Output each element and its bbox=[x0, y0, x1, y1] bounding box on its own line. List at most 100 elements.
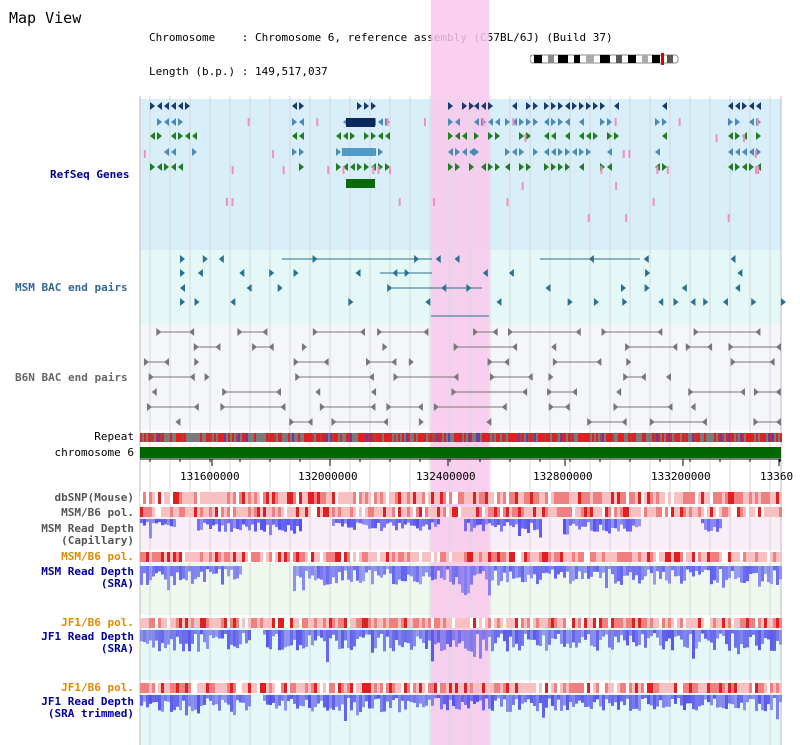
msm-b6-pol-heat-cell bbox=[518, 552, 521, 562]
msm-capillary-depth-bar bbox=[704, 519, 707, 530]
dbsnp-heat-cell bbox=[239, 492, 242, 504]
track-label-b6n-bac[interactable]: B6N BAC end pairs bbox=[15, 371, 128, 384]
jf1-b6-pol-heat-cell bbox=[242, 683, 245, 693]
msm-sra-depth-bar bbox=[191, 566, 194, 584]
dbsnp-heat-cell bbox=[152, 492, 155, 504]
b6n-bac-end bbox=[489, 373, 495, 381]
msm-capillary-depth-bar bbox=[566, 519, 569, 535]
jf1-trim-depth-bar bbox=[620, 695, 623, 702]
jf1-trim-depth-bar bbox=[686, 695, 689, 704]
track-label-msm-depth-sra[interactable]: MSM Read Depth (SRA) bbox=[41, 565, 134, 590]
repeat-segment bbox=[438, 433, 440, 442]
jf1-b6-pol-heat-cell bbox=[143, 618, 146, 628]
repeat-segment bbox=[154, 433, 156, 442]
jf1-b6-pol-heat-cell bbox=[284, 683, 287, 693]
jf1-b6-pol-heat-cell bbox=[515, 618, 518, 628]
dbsnp-heat-cell bbox=[275, 492, 278, 504]
chromosome-ideogram[interactable] bbox=[530, 53, 682, 65]
msm-b6-pol-heat-cell bbox=[434, 507, 437, 517]
msm-b6-pol-heat-cell bbox=[296, 507, 299, 517]
b6n-bac-end bbox=[307, 418, 313, 426]
msm-sra-depth-bar bbox=[761, 566, 764, 582]
jf1-b6-pol-heat-cell bbox=[734, 683, 737, 693]
track-label-msm-b6-pol-1[interactable]: MSM/B6 pol. bbox=[61, 506, 134, 519]
jf1-b6-pol-heat-cell bbox=[278, 683, 281, 693]
repeat-segment bbox=[704, 433, 706, 442]
jf1-b6-pol-heat-cell bbox=[584, 618, 587, 628]
msm-b6-pol-heat-cell bbox=[773, 552, 776, 562]
repeat-segment bbox=[330, 433, 332, 442]
msm-sra-depth-bar bbox=[161, 566, 164, 575]
msm-sra-depth-bar bbox=[410, 566, 413, 577]
track-label-jf1-depth-sra[interactable]: JF1 Read Depth (SRA) bbox=[41, 630, 134, 655]
msm-sra-depth-bar bbox=[425, 566, 428, 573]
msm-b6-pol-heat-cell bbox=[530, 507, 533, 517]
msm-sra-depth-bar bbox=[740, 566, 743, 583]
msm-sra-depth-bar bbox=[404, 566, 407, 582]
repeat-segment bbox=[390, 433, 392, 442]
jf1-b6-pol-heat-cell bbox=[590, 683, 593, 693]
dbsnp-heat-cell bbox=[482, 492, 485, 504]
jf1-trim-depth-bar bbox=[773, 695, 776, 699]
refseq-gene-arrow bbox=[749, 118, 754, 126]
track-label-refseq-genes[interactable]: RefSeq Genes bbox=[50, 168, 130, 181]
jf1-b6-pol-heat-cell bbox=[341, 683, 344, 693]
dbsnp-heat-cell bbox=[761, 492, 764, 504]
msm-b6-pol-heat-cell bbox=[356, 552, 359, 562]
jf1-b6-pol-heat-cell bbox=[428, 683, 431, 693]
jf1-sra-depth-bar bbox=[716, 630, 719, 639]
msm-bac-end bbox=[387, 284, 393, 292]
msm-b6-pol-heat-cell bbox=[473, 507, 476, 517]
repeat-segment bbox=[626, 433, 628, 442]
jf1-b6-pol-heat-cell bbox=[359, 683, 362, 693]
jf1-trim-depth-bar bbox=[443, 695, 446, 705]
repeat-segment bbox=[308, 433, 310, 442]
jf1-sra-depth-bar bbox=[431, 630, 434, 662]
dbsnp-heat-cell bbox=[422, 492, 425, 504]
msm-capillary-depth-bar bbox=[467, 519, 470, 523]
dbsnp-heat-cell bbox=[341, 492, 344, 504]
track-label-msm-bac[interactable]: MSM BAC end pairs bbox=[15, 281, 128, 294]
repeat-segment bbox=[146, 433, 148, 442]
b6n-bac-end bbox=[776, 343, 781, 351]
msm-bac-end bbox=[180, 298, 185, 306]
repeat-segment bbox=[600, 433, 602, 442]
jf1-b6-pol-heat-cell bbox=[722, 618, 725, 628]
track-label-dbsnp[interactable]: dbSNP(Mouse) bbox=[54, 491, 134, 504]
repeat-segment bbox=[386, 433, 388, 442]
msm-b6-pol-heat-cell bbox=[317, 507, 320, 517]
msm-b6-pol-heat-cell bbox=[326, 552, 329, 562]
jf1-b6-pol-heat-cell bbox=[743, 683, 746, 693]
track-label-jf1-b6-pol-2[interactable]: JF1/B6 pol. bbox=[61, 681, 134, 694]
jf1-trim-depth-bar bbox=[341, 695, 344, 705]
track-label-jf1-b6-pol-1[interactable]: JF1/B6 pol. bbox=[61, 616, 134, 629]
msm-capillary-depth-bar bbox=[170, 519, 173, 527]
jf1-trim-depth-bar bbox=[413, 695, 416, 703]
msm-b6-pol-heat-cell bbox=[512, 552, 515, 562]
jf1-b6-pol-heat-cell bbox=[446, 618, 449, 628]
msm-capillary-depth-bar bbox=[536, 519, 539, 530]
dbsnp-heat-cell bbox=[149, 492, 152, 504]
dbsnp-heat-cell bbox=[449, 492, 452, 504]
dbsnp-heat-cell bbox=[776, 492, 779, 504]
repeat-segment bbox=[468, 433, 470, 442]
msm-b6-pol-heat-cell bbox=[731, 552, 734, 562]
dbsnp-heat-cell bbox=[698, 492, 701, 504]
jf1-b6-pol-heat-cell bbox=[476, 618, 479, 628]
dbsnp-heat-cell bbox=[593, 492, 596, 504]
jf1-sra-depth-bar bbox=[479, 630, 482, 659]
track-label-msm-depth-capillary[interactable]: MSM Read Depth (Capillary) bbox=[41, 522, 134, 547]
msm-b6-pol-heat-cell bbox=[179, 507, 182, 517]
jf1-sra-depth-bar bbox=[764, 630, 767, 639]
axis-tick-label: 132000000 bbox=[298, 470, 358, 483]
jf1-trim-depth-bar bbox=[179, 695, 182, 711]
jf1-trim-depth-bar bbox=[275, 695, 278, 709]
track-label-msm-b6-pol-2[interactable]: MSM/B6 pol. bbox=[61, 550, 134, 563]
track-label-jf1-depth-trimmed[interactable]: JF1 Read Depth (SRA trimmed) bbox=[41, 695, 134, 720]
jf1-sra-depth-bar bbox=[332, 630, 335, 635]
msm-b6-pol-heat-cell bbox=[395, 507, 398, 517]
jf1-trim-depth-bar bbox=[374, 695, 377, 700]
jf1-trim-depth-bar bbox=[740, 695, 743, 703]
repeat-segment bbox=[720, 433, 722, 442]
jf1-b6-pol-heat-cell bbox=[665, 683, 668, 693]
